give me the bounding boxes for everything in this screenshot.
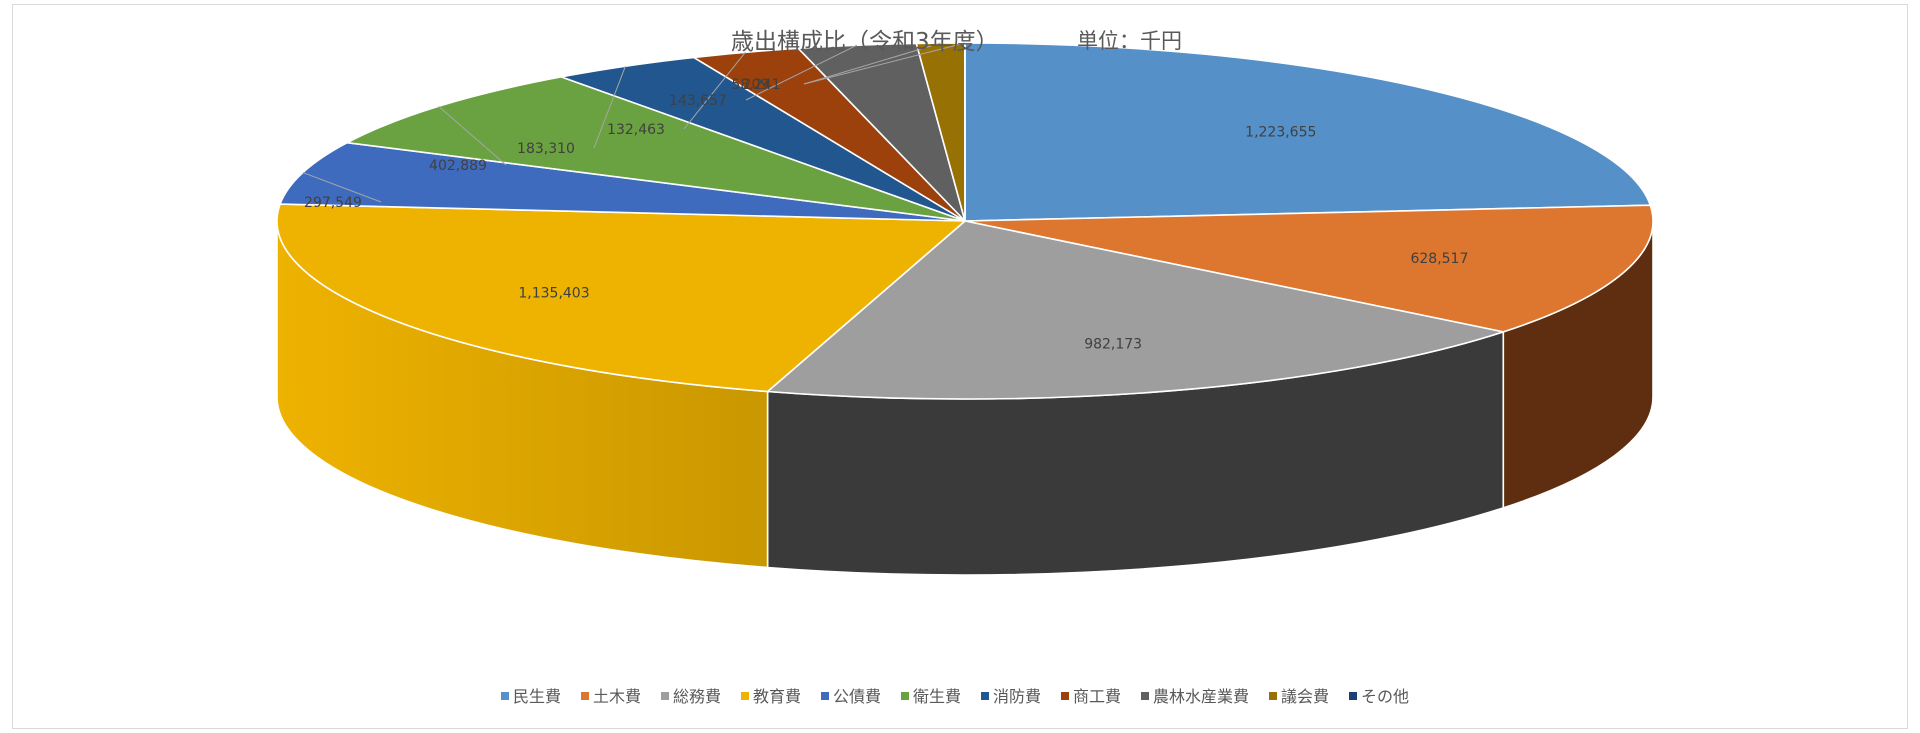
leader-line [803, 42, 966, 85]
legend-label: 公債費 [833, 687, 881, 706]
legend-label: 議会費 [1281, 687, 1329, 706]
data-label: 297,549 [304, 195, 362, 211]
legend-label: 教育費 [753, 687, 801, 706]
unit-label: 単位：千円 [1077, 29, 1182, 53]
legend-label: 商工費 [1073, 687, 1121, 706]
leader-line [438, 106, 507, 166]
slice-3[interactable] [766, 220, 1505, 400]
leader-line [803, 42, 941, 85]
slice-1[interactable] [964, 42, 1652, 222]
pie-sides [276, 220, 1654, 576]
chart-title: 歳出構成比（令和3年度） [731, 29, 999, 55]
legend-marker [1349, 692, 1357, 700]
leader-line [683, 52, 746, 130]
legend-marker [1141, 692, 1149, 700]
data-label: 1,223,655 [1245, 125, 1316, 141]
legend-label: 消防費 [993, 687, 1041, 706]
data-label: 58,241 [732, 77, 781, 93]
legend-marker [741, 692, 749, 700]
data-label: 1,135,403 [518, 286, 589, 302]
leader-lines [302, 42, 966, 203]
legend-label: 民生費 [513, 687, 561, 706]
legend-label: 衛生費 [913, 687, 961, 706]
chart-area: 1,223,655 628,517 982,173 1,135,403 297,549 4… [12, 4, 1908, 729]
legend: 民生費 土木費 総務費 教育費 公債費 衛生費 消防費 商工費 農林水産業費 議会費 その他 [501, 687, 1409, 706]
data-label: 982,173 [1084, 336, 1142, 352]
legend-label: その他 [1361, 687, 1409, 706]
data-label: 183,310 [517, 141, 575, 157]
legend-marker [581, 692, 589, 700]
data-label: 402,889 [429, 158, 487, 174]
leader-line [593, 66, 626, 149]
leader-line [745, 44, 858, 101]
legend-marker [901, 692, 909, 700]
slice-2[interactable] [964, 204, 1654, 333]
data-labels: 1,223,655 628,517 982,173 1,135,403 297,549 4… [304, 77, 1468, 352]
leader-line [302, 172, 382, 203]
data-label: 132,463 [607, 122, 665, 138]
legend-marker [1269, 692, 1277, 700]
slice-4[interactable] [276, 203, 966, 393]
data-label: 628,517 [1410, 251, 1468, 267]
legend-marker [1061, 692, 1069, 700]
legend-label: 土木費 [593, 687, 641, 706]
legend-label: 農林水産業費 [1153, 687, 1249, 706]
data-label: 209 [743, 77, 770, 93]
legend-marker [661, 692, 669, 700]
legend-marker [501, 692, 509, 700]
pie-chart: 1,223,655 628,517 982,173 1,135,403 297,549 4… [276, 29, 1654, 706]
legend-marker [981, 692, 989, 700]
legend-label: 総務費 [673, 687, 721, 706]
pie-slices [276, 42, 1654, 400]
legend-marker [821, 692, 829, 700]
data-label: 143,657 [669, 93, 727, 109]
